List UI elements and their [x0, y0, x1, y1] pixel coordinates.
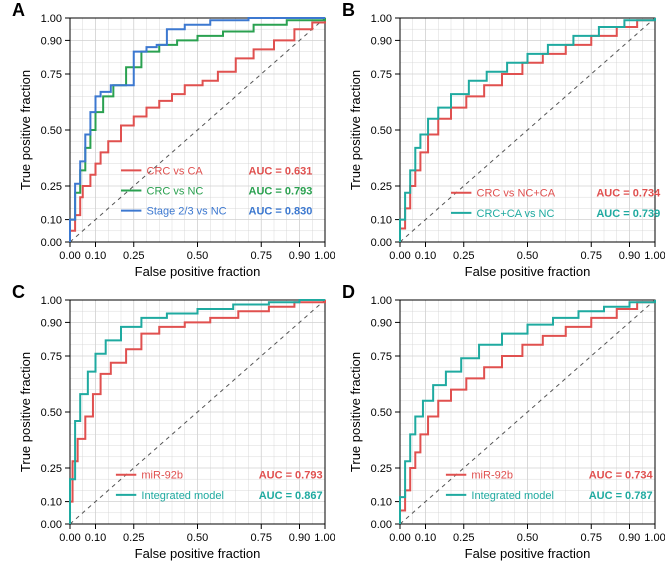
svg-text:0.90: 0.90 — [619, 250, 640, 262]
svg-text:1.00: 1.00 — [644, 250, 665, 262]
svg-text:0.90: 0.90 — [371, 35, 392, 47]
svg-text:0.50: 0.50 — [187, 532, 208, 544]
auc-text: AUC = 0.867 — [259, 490, 323, 502]
svg-text:0.10: 0.10 — [415, 532, 436, 544]
auc-text: AUC = 0.787 — [589, 490, 653, 502]
svg-text:0.00: 0.00 — [41, 519, 62, 531]
legend-label: CRC vs NC+CA — [477, 188, 556, 200]
svg-text:0.75: 0.75 — [41, 69, 62, 81]
svg-text:0.75: 0.75 — [581, 532, 602, 544]
svg-text:0.25: 0.25 — [123, 250, 144, 262]
auc-text: AUC = 0.793 — [259, 470, 323, 482]
svg-text:0.00: 0.00 — [389, 532, 410, 544]
svg-text:1.00: 1.00 — [371, 13, 392, 25]
y-axis-label: True positive fraction — [348, 70, 363, 190]
legend-label: CRC vs CA — [147, 165, 204, 177]
legend-label: CRC+CA vs NC — [477, 208, 555, 220]
x-axis-label: False positive fraction — [135, 264, 261, 279]
svg-text:0.10: 0.10 — [85, 250, 106, 262]
svg-text:0.10: 0.10 — [41, 497, 62, 509]
svg-text:0.10: 0.10 — [371, 497, 392, 509]
legend-label: CRC vs NC — [147, 185, 204, 197]
legend-label: Integrated model — [141, 490, 224, 502]
svg-text:0.90: 0.90 — [41, 317, 62, 329]
svg-text:0.10: 0.10 — [85, 532, 106, 544]
svg-text:0.25: 0.25 — [41, 463, 62, 475]
y-axis-label: True positive fraction — [348, 352, 363, 472]
svg-text:1.00: 1.00 — [41, 295, 62, 307]
svg-text:0.25: 0.25 — [41, 181, 62, 193]
panel-C: C0.000.000.100.100.250.250.500.500.750.7… — [10, 282, 335, 562]
svg-text:0.75: 0.75 — [41, 351, 62, 363]
x-axis-label: False positive fraction — [135, 546, 261, 561]
svg-text:1.00: 1.00 — [314, 532, 335, 544]
svg-text:0.00: 0.00 — [389, 250, 410, 262]
svg-text:0.50: 0.50 — [41, 125, 62, 137]
auc-text: AUC = 0.830 — [249, 206, 313, 218]
svg-text:0.50: 0.50 — [41, 407, 62, 419]
svg-text:0.00: 0.00 — [59, 250, 80, 262]
roc-figure: A0.000.000.100.100.250.250.500.500.750.7… — [0, 0, 667, 566]
legend-label: miR-92b — [471, 470, 513, 482]
svg-text:0.00: 0.00 — [371, 519, 392, 531]
svg-text:0.90: 0.90 — [41, 35, 62, 47]
svg-text:1.00: 1.00 — [314, 250, 335, 262]
svg-text:0.25: 0.25 — [453, 250, 474, 262]
legend-label: Stage 2/3 vs NC — [147, 206, 227, 218]
svg-text:0.25: 0.25 — [123, 532, 144, 544]
auc-text: AUC = 0.793 — [249, 185, 313, 197]
svg-text:0.75: 0.75 — [371, 351, 392, 363]
svg-text:0.90: 0.90 — [371, 317, 392, 329]
svg-text:0.50: 0.50 — [517, 532, 538, 544]
panel-D: D0.000.000.100.100.250.250.500.500.750.7… — [340, 282, 665, 562]
svg-text:1.00: 1.00 — [371, 295, 392, 307]
x-axis-label: False positive fraction — [465, 546, 591, 561]
svg-text:0.75: 0.75 — [371, 69, 392, 81]
y-axis-label: True positive fraction — [18, 352, 33, 472]
svg-text:0.10: 0.10 — [371, 215, 392, 227]
auc-text: AUC = 0.739 — [596, 208, 660, 220]
svg-text:0.00: 0.00 — [59, 532, 80, 544]
x-axis-label: False positive fraction — [465, 264, 591, 279]
svg-text:0.25: 0.25 — [453, 532, 474, 544]
auc-text: AUC = 0.734 — [589, 470, 654, 482]
legend-label: miR-92b — [141, 470, 183, 482]
svg-text:0.75: 0.75 — [251, 250, 272, 262]
svg-text:0.50: 0.50 — [371, 407, 392, 419]
svg-text:0.75: 0.75 — [581, 250, 602, 262]
panel-B: B0.000.000.100.100.250.250.500.500.750.7… — [340, 0, 665, 280]
svg-text:0.00: 0.00 — [41, 237, 62, 249]
svg-text:0.50: 0.50 — [187, 250, 208, 262]
svg-text:0.90: 0.90 — [619, 532, 640, 544]
svg-text:0.50: 0.50 — [517, 250, 538, 262]
svg-text:0.90: 0.90 — [289, 250, 310, 262]
svg-text:0.00: 0.00 — [371, 237, 392, 249]
legend-label: Integrated model — [471, 490, 554, 502]
svg-text:1.00: 1.00 — [41, 13, 62, 25]
y-axis-label: True positive fraction — [18, 70, 33, 190]
svg-text:0.50: 0.50 — [371, 125, 392, 137]
svg-text:0.10: 0.10 — [41, 215, 62, 227]
svg-text:0.90: 0.90 — [289, 532, 310, 544]
svg-text:0.75: 0.75 — [251, 532, 272, 544]
auc-text: AUC = 0.631 — [249, 165, 313, 177]
svg-text:0.25: 0.25 — [371, 463, 392, 475]
svg-text:1.00: 1.00 — [644, 532, 665, 544]
svg-text:0.10: 0.10 — [415, 250, 436, 262]
svg-text:0.25: 0.25 — [371, 181, 392, 193]
panel-A: A0.000.000.100.100.250.250.500.500.750.7… — [10, 0, 335, 280]
auc-text: AUC = 0.734 — [596, 188, 661, 200]
